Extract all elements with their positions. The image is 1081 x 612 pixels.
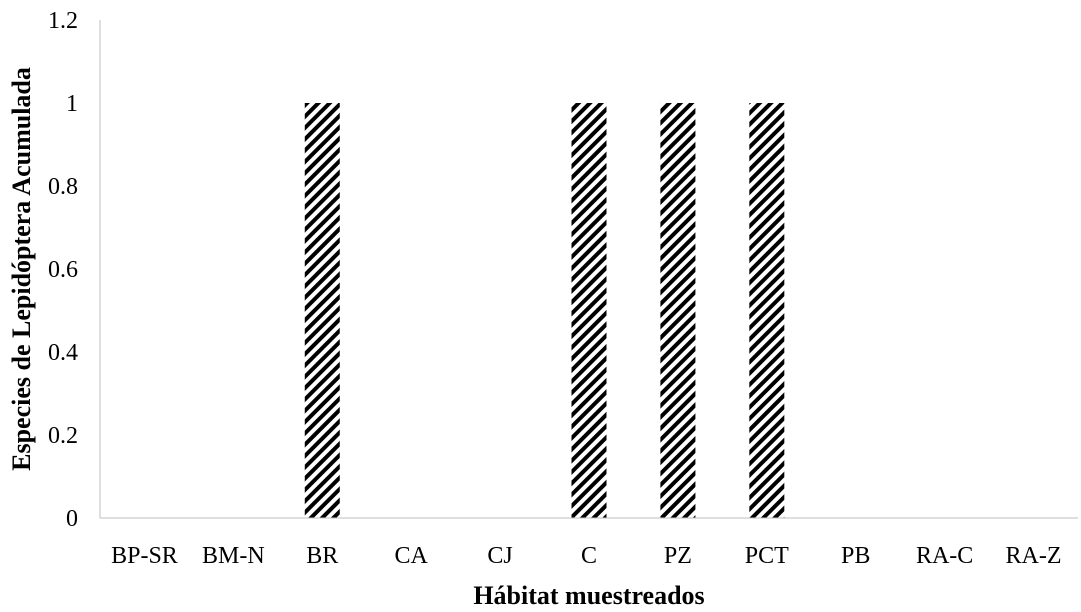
- y-axis-title: Especies de Lepidóptera Acumulada: [7, 67, 36, 471]
- bars: [304, 103, 785, 518]
- bar-c: [571, 103, 607, 518]
- x-tick-label: BR: [306, 543, 338, 569]
- y-tick-label: 0.6: [48, 257, 78, 283]
- bar-br: [304, 103, 340, 518]
- bar-pct: [749, 103, 785, 518]
- y-tick-label: 0: [66, 506, 78, 532]
- x-tick-label: RA-Z: [1006, 543, 1062, 569]
- x-tick-label: C: [581, 543, 597, 569]
- x-tick-label: PCT: [745, 543, 789, 569]
- y-tick-label: 1: [66, 91, 78, 117]
- x-tick-label: CA: [395, 543, 429, 569]
- y-tick-label: 1.2: [48, 8, 78, 34]
- x-tick-label: BP-SR: [111, 543, 178, 569]
- y-axis-ticks: 0 0.2 0.4 0.6 0.8 1 1.2: [48, 8, 78, 532]
- x-tick-label: PB: [841, 543, 870, 569]
- x-axis-title: Hábitat muestreados: [473, 581, 704, 610]
- y-tick-label: 0.8: [48, 174, 78, 200]
- x-axis-ticks: BP-SR BM-N BR CA CJ C PZ PCT PB RA-C RA-Z: [111, 543, 1061, 569]
- x-tick-label: CJ: [487, 543, 512, 569]
- bar-pz: [660, 103, 696, 518]
- y-tick-label: 0.4: [48, 340, 78, 366]
- x-tick-label: PZ: [664, 543, 692, 569]
- y-tick-label: 0.2: [48, 423, 78, 449]
- x-tick-label: RA-C: [916, 543, 973, 569]
- x-tick-label: BM-N: [202, 543, 265, 569]
